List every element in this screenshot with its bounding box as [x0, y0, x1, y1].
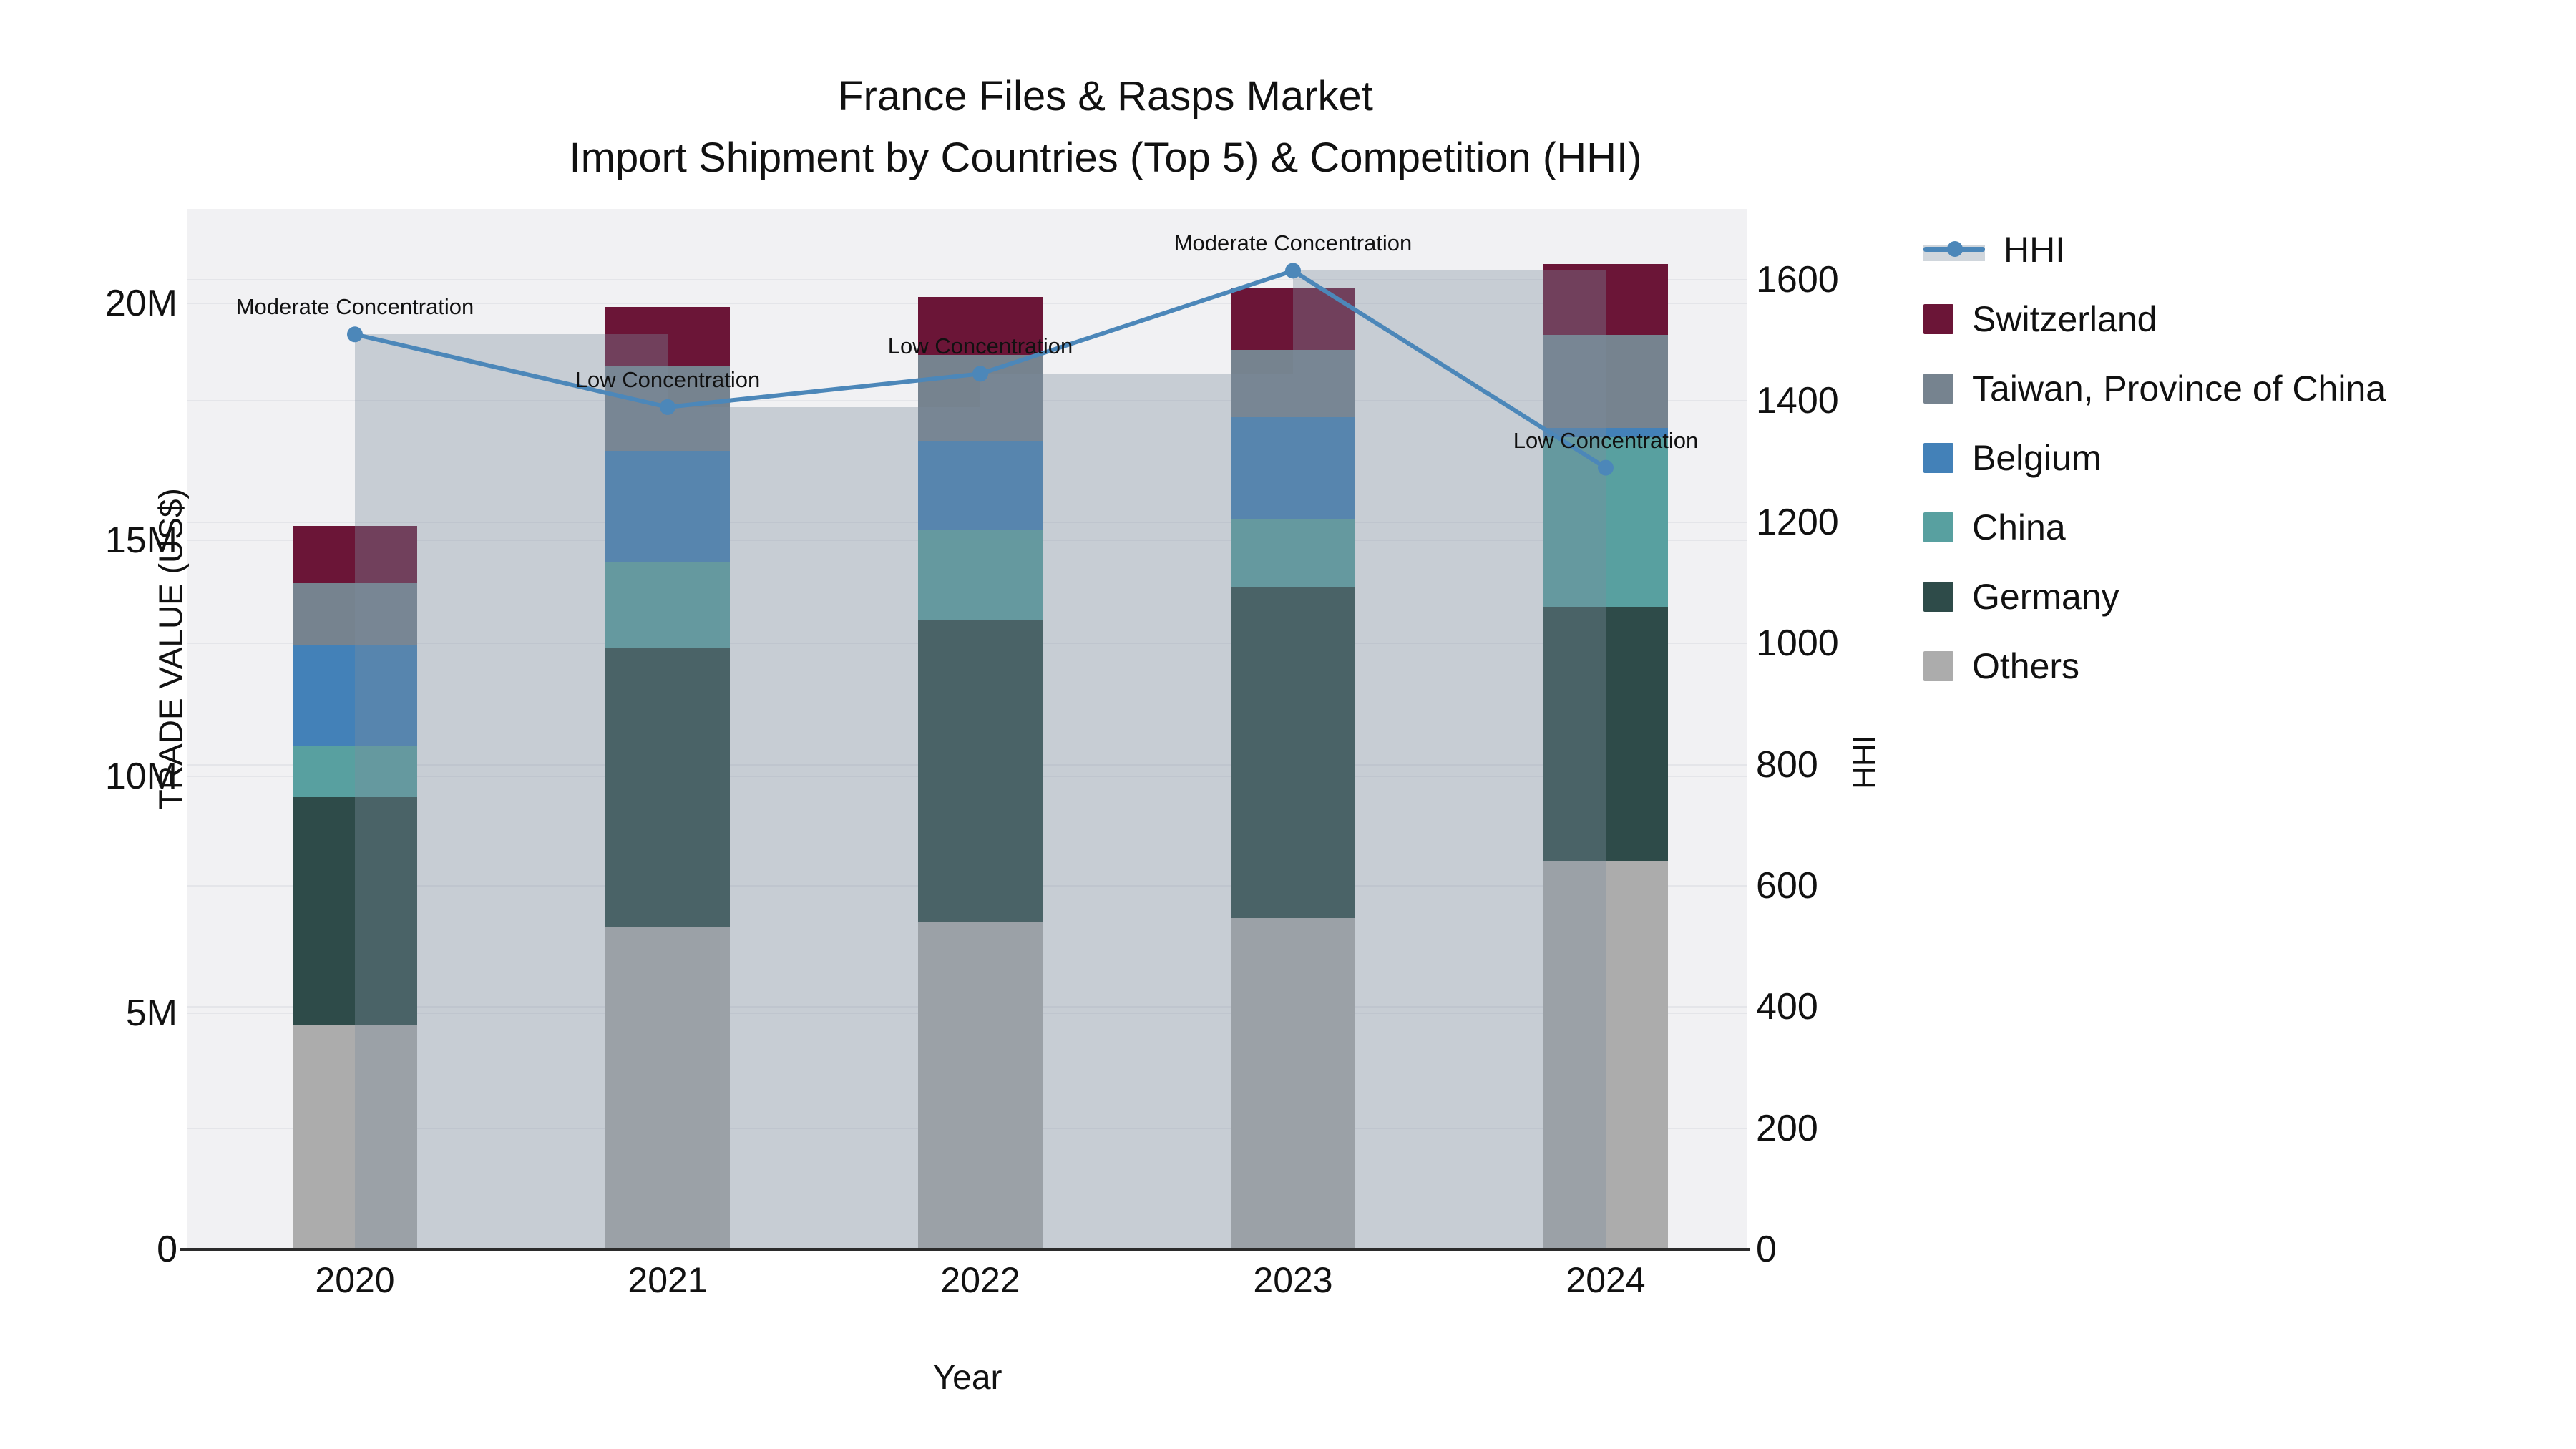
- others-swatch-icon: [1923, 650, 1953, 681]
- right-tick-1400: 1400: [1756, 380, 1839, 422]
- bar-segment-2024-belgium: [1543, 428, 1668, 438]
- right-tick-0: 0: [1756, 1229, 1777, 1270]
- bar-segment-2022-others: [918, 922, 1043, 1249]
- right-tick-400: 400: [1756, 986, 1818, 1028]
- legend-label: HHI: [2004, 229, 2066, 270]
- bar-segment-2022-germany: [918, 620, 1043, 922]
- bar-segment-2022-china: [918, 530, 1043, 620]
- legend-item-belgium: Belgium: [1923, 423, 2567, 492]
- legend-label: Germany: [1972, 576, 2119, 617]
- x-tick-2020: 2020: [315, 1260, 395, 1300]
- bar-segment-2020-others: [293, 1025, 417, 1249]
- x-tick-2024: 2024: [1566, 1260, 1646, 1300]
- bar-segment-2020-switzerland: [293, 526, 417, 584]
- right-tick-200: 200: [1756, 1107, 1818, 1149]
- legend-item-hhi: HHI: [1923, 215, 2567, 284]
- hhi-marker-2020: [347, 326, 363, 343]
- x-axis-line: [180, 1248, 1750, 1251]
- legend-label: Others: [1972, 645, 2080, 686]
- chart-title-line2: Import Shipment by Countries (Top 5) & C…: [569, 135, 1642, 181]
- annotation-2023: Moderate Concentration: [1174, 230, 1413, 256]
- left-tick-0: 0: [157, 1229, 177, 1270]
- china-swatch-icon: [1923, 512, 1953, 542]
- annotation-2021: Low Concentration: [575, 366, 761, 392]
- bar-segment-2022-switzerland: [918, 296, 1043, 356]
- x-tick-2021: 2021: [628, 1260, 708, 1300]
- bar-segment-2023-belgium: [1231, 417, 1355, 520]
- right-tick-600: 600: [1756, 864, 1818, 907]
- bar-segment-2024-others: [1543, 860, 1668, 1249]
- right-tick-800: 800: [1756, 743, 1818, 786]
- switzerland-swatch-icon: [1923, 303, 1953, 334]
- left-tick-5M: 5M: [125, 992, 177, 1034]
- taiwan-swatch-icon: [1923, 373, 1953, 404]
- left-axis-title: TRADE VALUE (US$): [152, 488, 190, 810]
- right-tick-1600: 1600: [1756, 259, 1839, 301]
- legend-label: China: [1972, 507, 2066, 547]
- bar-segment-2021-germany: [605, 647, 730, 927]
- plot-area: Moderate Concentration Low Concentration L…: [105, 209, 1839, 1300]
- annotation-2024: Low Concentration: [1513, 427, 1699, 453]
- belgium-swatch-icon: [1923, 442, 1953, 473]
- left-tick-10M: 10M: [104, 756, 177, 798]
- bar-segment-2020-china: [293, 746, 417, 797]
- chart-title: France Files & Rasps Market Import Shipm…: [0, 66, 2211, 189]
- bar-segment-2023-taiwan-province-of-china: [1231, 349, 1355, 418]
- legend-item-china: China: [1923, 492, 2567, 562]
- legend-item-switzerland: Switzerland: [1923, 284, 2567, 353]
- right-tick-1200: 1200: [1756, 501, 1839, 543]
- bar-segment-2020-taiwan-province-of-china: [293, 583, 417, 646]
- right-axis-title: HHI: [1846, 735, 1882, 789]
- bar-segment-2023-others: [1231, 917, 1355, 1249]
- legend-item-others: Others: [1923, 631, 2567, 701]
- annotation-2022: Low Concentration: [887, 333, 1073, 359]
- hhi-step-fill-2020: [355, 334, 668, 1249]
- chart-title-line1: France Files & Rasps Market: [838, 73, 1373, 119]
- bar-segment-2021-switzerland: [605, 306, 730, 366]
- hhi-line-icon: [1923, 234, 1985, 265]
- hhi-marker-2023: [1285, 263, 1301, 279]
- bar-segment-2021-china: [605, 562, 730, 648]
- germany-swatch-icon: [1923, 581, 1953, 612]
- bar-segment-2024-germany: [1543, 607, 1668, 861]
- bar-segment-2024-switzerland: [1543, 264, 1668, 336]
- legend-label: Switzerland: [1972, 298, 2157, 339]
- bar-segment-2022-belgium: [918, 441, 1043, 530]
- gridline: [187, 279, 1747, 281]
- legend-item-germany: Germany: [1923, 562, 2567, 631]
- hhi-step-fill-2021: [668, 406, 980, 1249]
- bar-segment-2021-belgium: [605, 451, 730, 562]
- bar-segment-2020-belgium: [293, 645, 417, 746]
- hhi-step-fill-2022: [980, 374, 1293, 1249]
- x-axis-title: Year: [932, 1359, 1002, 1397]
- right-tick-1000: 1000: [1756, 623, 1839, 665]
- legend-label: Taiwan, Province of China: [1972, 368, 2386, 409]
- legend-label: Belgium: [1972, 437, 2102, 478]
- bar-segment-2023-germany: [1231, 587, 1355, 918]
- hhi-line: [347, 263, 1614, 476]
- legend: HHI Switzerland Taiwan, Province of Chin…: [1923, 215, 2567, 701]
- bar-segment-2023-china: [1231, 519, 1355, 587]
- bar-segment-2024-taiwan-province-of-china: [1543, 335, 1668, 428]
- hhi-marker-2022: [972, 366, 988, 382]
- left-tick-20M: 20M: [104, 283, 177, 325]
- x-tick-2023: 2023: [1253, 1260, 1333, 1300]
- x-tick-2022: 2022: [940, 1260, 1020, 1300]
- annotation-2020: Moderate Concentration: [235, 294, 474, 320]
- legend-item-taiwan: Taiwan, Province of China: [1923, 353, 2567, 423]
- hhi-marker-2021: [660, 399, 675, 415]
- left-tick-15M: 15M: [104, 519, 177, 561]
- bar-segment-2021-others: [605, 926, 730, 1249]
- bar-segment-2020-germany: [293, 796, 417, 1025]
- hhi-marker-2024: [1598, 459, 1614, 476]
